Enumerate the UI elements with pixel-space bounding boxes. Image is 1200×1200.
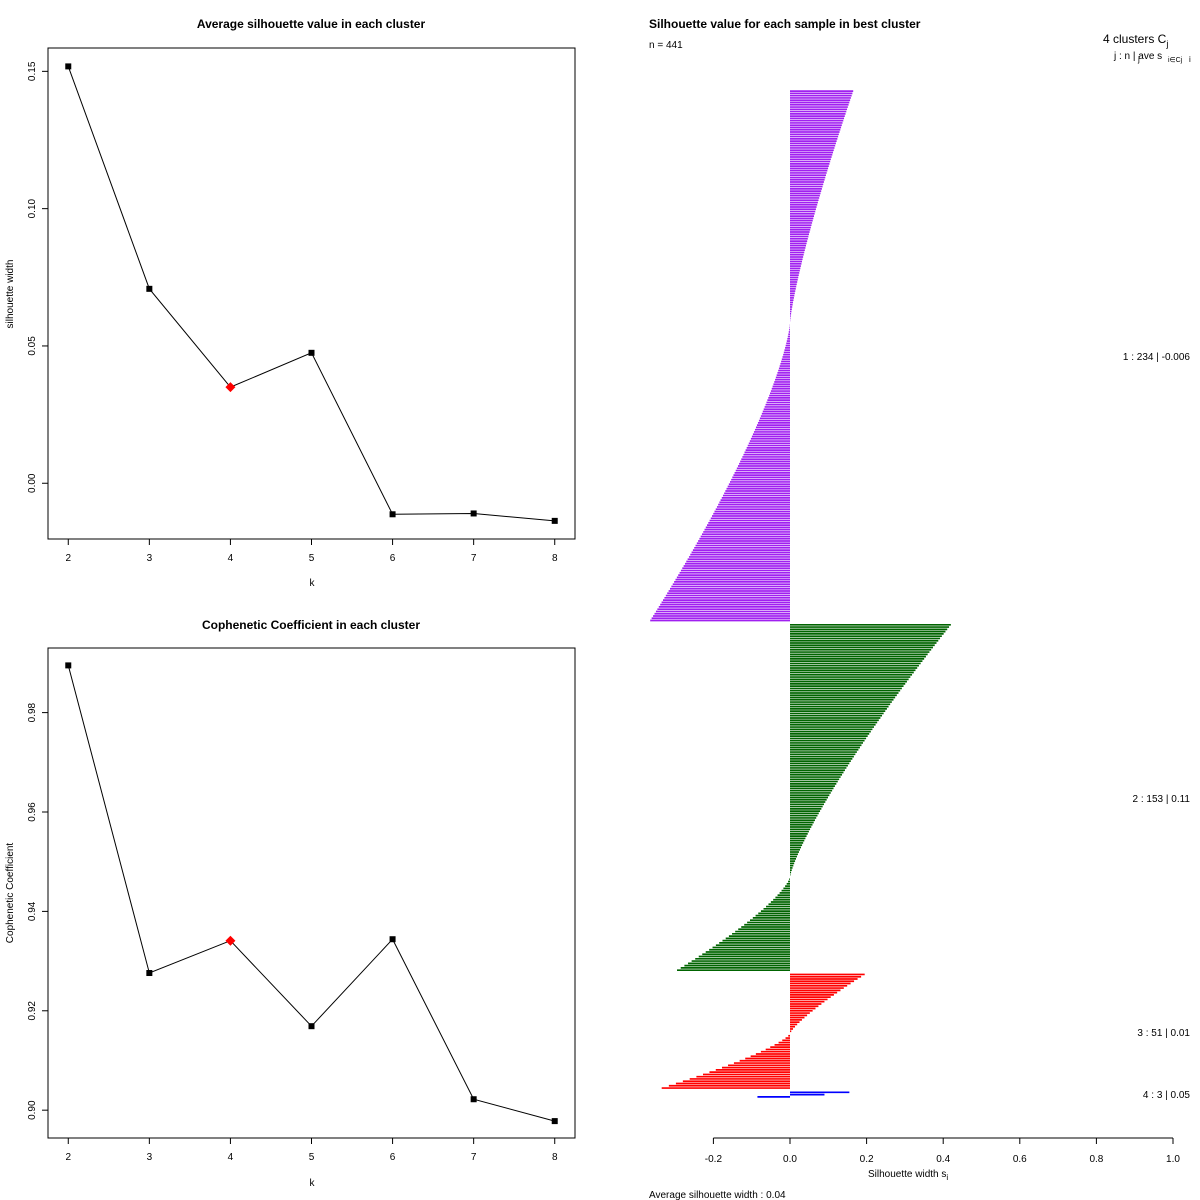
cophenetic-y-tick-label: 0.94 bbox=[27, 901, 38, 921]
avg-silhouette-x-label: k bbox=[310, 578, 316, 589]
cophenetic-data-point bbox=[146, 970, 153, 977]
header-sub-nj: j bbox=[1137, 55, 1140, 64]
cophenetic-y-label: Cophenetic Coefficient bbox=[5, 843, 16, 944]
avg-silhouette-x-tick-label: 7 bbox=[471, 553, 477, 564]
avg-silhouette-x-tick-label: 2 bbox=[65, 553, 71, 564]
silhouette-x-tick-label: 0.6 bbox=[1013, 1154, 1027, 1165]
cophenetic-plot-box bbox=[47, 647, 576, 1139]
avg-silhouette-x-tick-label: 4 bbox=[228, 553, 234, 564]
cophenetic-data-point bbox=[389, 936, 396, 943]
cophenetic-best-k-point bbox=[225, 935, 236, 946]
avg-silhouette-x-tick-label: 3 bbox=[147, 553, 153, 564]
cophenetic-y-tick-label: 0.96 bbox=[27, 802, 38, 822]
cophenetic-series-line bbox=[67, 665, 555, 1122]
cophenetic-x-tick-label: 5 bbox=[309, 1152, 315, 1163]
cophenetic-x-tick-label: 3 bbox=[147, 1152, 153, 1163]
cophenetic-panel: Cophenetic Coefficient in each cluster k… bbox=[5, 618, 576, 1189]
avg-silhouette-series-line bbox=[67, 66, 555, 522]
cluster-summary-2: 2 : 153 | 0.11 bbox=[1133, 794, 1191, 805]
cophenetic-x-tick-label: 6 bbox=[390, 1152, 396, 1163]
silhouette-x-tick-label: 0.4 bbox=[936, 1154, 950, 1165]
avg-silhouette-best-k-point bbox=[225, 382, 236, 393]
avg-silhouette-data-point bbox=[146, 285, 153, 292]
cophenetic-data-point bbox=[308, 1023, 315, 1030]
silhouette-x-tick-label: 1.0 bbox=[1166, 1154, 1180, 1165]
cophenetic-data-point bbox=[551, 1118, 558, 1125]
silhouette-x-tick-label: 0.8 bbox=[1089, 1154, 1103, 1165]
cophenetic-y-tick-label: 0.98 bbox=[27, 702, 38, 722]
avg-silhouette-x-tick-label: 8 bbox=[552, 553, 558, 564]
cophenetic-y-tick-label: 0.90 bbox=[27, 1100, 38, 1120]
header-sub-in-cj: i∈Cj bbox=[1168, 57, 1183, 64]
silhouette-title: Silhouette value for each sample in best… bbox=[649, 17, 921, 31]
header-sub-si: i bbox=[1189, 55, 1191, 64]
silhouette-sample-panel: Silhouette value for each sample in best… bbox=[649, 17, 1191, 1200]
avg-silhouette-data-point bbox=[389, 511, 396, 518]
avg-silhouette-y-tick-label: 0.05 bbox=[27, 336, 38, 356]
cophenetic-x-tick-label: 7 bbox=[471, 1152, 477, 1163]
cophenetic-y-tick-label: 0.92 bbox=[27, 1001, 38, 1021]
avg-silhouette-data-point bbox=[308, 349, 315, 356]
silhouette-x-tick-label: 0.0 bbox=[783, 1154, 797, 1165]
cluster-stats-header: j : n | ave s bbox=[1113, 51, 1162, 62]
cluster-summary-4: 4 : 3 | 0.05 bbox=[1143, 1090, 1191, 1101]
cophenetic-x-label: k bbox=[310, 1178, 316, 1189]
cophenetic-x-tick-label: 8 bbox=[552, 1152, 558, 1163]
avg-silhouette-title: Average silhouette value in each cluster bbox=[197, 17, 426, 31]
avg-silhouette-width-footer: Average silhouette width : 0.04 bbox=[649, 1190, 786, 1200]
avg-silhouette-data-point bbox=[470, 510, 477, 517]
clusters-header: 4 clusters Cj bbox=[1103, 32, 1168, 49]
avg-silhouette-y-tick-label: 0.10 bbox=[27, 198, 38, 218]
avg-silhouette-y-tick-label: 0.00 bbox=[27, 473, 38, 493]
avg-silhouette-y-tick-label: 0.15 bbox=[27, 61, 38, 81]
avg-silhouette-data-point bbox=[551, 517, 558, 524]
avg-silhouette-panel: Average silhouette value in each cluster… bbox=[5, 17, 576, 589]
silhouette-x-tick-label: -0.2 bbox=[705, 1154, 723, 1165]
avg-silhouette-x-tick-label: 6 bbox=[390, 553, 396, 564]
avg-silhouette-data-point bbox=[65, 63, 72, 70]
cluster-summary-3: 3 : 51 | 0.01 bbox=[1137, 1028, 1190, 1039]
cophenetic-title: Cophenetic Coefficient in each cluster bbox=[202, 618, 420, 632]
cophenetic-data-point bbox=[470, 1096, 477, 1103]
silhouette-n-label: n = 441 bbox=[649, 40, 683, 51]
avg-silhouette-y-label: silhouette width bbox=[5, 260, 16, 329]
silhouette-x-tick-label: 0.2 bbox=[860, 1154, 874, 1165]
cophenetic-x-tick-label: 4 bbox=[228, 1152, 234, 1163]
silhouette-x-label: Silhouette width si bbox=[868, 1169, 948, 1182]
cophenetic-data-point bbox=[65, 662, 72, 669]
cophenetic-x-tick-label: 2 bbox=[65, 1152, 71, 1163]
avg-silhouette-plot-box bbox=[47, 47, 576, 540]
cluster-summary-1: 1 : 234 | -0.006 bbox=[1123, 352, 1191, 363]
avg-silhouette-x-tick-label: 5 bbox=[309, 553, 315, 564]
